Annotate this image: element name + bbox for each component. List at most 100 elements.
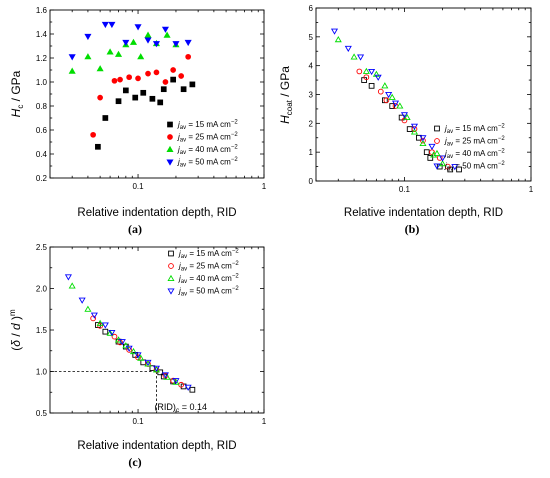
data-point <box>108 330 116 337</box>
data-point <box>172 378 180 385</box>
y-tick-label: 1.6 <box>36 6 48 15</box>
data-point <box>144 31 152 38</box>
y-axis-label: Hc / GPa <box>9 70 25 117</box>
legend-marker <box>433 163 441 170</box>
data-point <box>334 36 342 43</box>
data-point <box>368 68 376 76</box>
x-axis-label: Relative indentation depth, RID <box>77 440 236 452</box>
data-point <box>137 53 145 60</box>
chart-panel-a: 0.1 1 0.2 0.4 0.6 0.8 1.0 1.2 1.4 1.6 jav = 15 mA … <box>9 6 267 236</box>
data-point <box>96 65 104 72</box>
x-tick-label: 1 <box>262 417 267 426</box>
data-point <box>189 386 196 393</box>
y-axis-label: Hcoat / GPa <box>278 66 294 124</box>
data-point <box>178 73 185 79</box>
legend-marker <box>167 121 173 128</box>
panel-caption: (c) <box>128 455 141 469</box>
x-axis-label: Relative indentation depth, RID <box>77 207 236 219</box>
data-point <box>170 67 177 73</box>
y-tick-label: 1.2 <box>36 54 48 63</box>
data-point <box>84 53 92 60</box>
y-tick-label: 0.8 <box>36 102 48 111</box>
x-axis-label: Relative indentation depth, RID <box>344 207 503 219</box>
data-point <box>456 166 462 173</box>
data-point <box>406 126 413 132</box>
legend-marker <box>167 288 175 295</box>
series-1 <box>90 53 192 138</box>
y-tick-label: 5 <box>309 33 314 42</box>
data-point <box>170 76 177 83</box>
data-point <box>111 333 118 340</box>
data-point <box>172 41 180 48</box>
data-point <box>140 89 147 96</box>
data-point <box>106 329 114 336</box>
plot-frame <box>315 7 532 182</box>
legend-marker <box>167 134 173 140</box>
y-tick-label: 1.0 <box>36 78 48 87</box>
data-point <box>382 97 388 104</box>
legend-label: jav = 40 mA cm−2 <box>178 274 239 286</box>
data-point <box>160 86 167 93</box>
legend-marker <box>434 125 440 132</box>
y-tick-label: 0.5 <box>36 409 48 418</box>
data-point <box>68 282 76 289</box>
data-point <box>374 74 382 81</box>
x-tick-label: 0.1 <box>399 185 411 194</box>
legend-marker <box>167 274 175 281</box>
data-point <box>428 143 436 151</box>
data-point <box>144 37 152 44</box>
y-tick-label: 2.5 <box>36 243 48 252</box>
data-point <box>403 113 411 121</box>
data-point <box>411 126 418 132</box>
legend-label: jav = 15 mA cm−2 <box>177 120 238 132</box>
data-point <box>152 366 160 373</box>
data-point <box>129 347 138 355</box>
data-point <box>356 68 363 75</box>
data-point <box>126 347 133 353</box>
y-tick-label: 1.4 <box>36 30 48 39</box>
data-point <box>102 115 109 121</box>
data-point <box>420 137 426 144</box>
series-3 <box>330 28 459 171</box>
y-tick-label: 1 <box>309 148 314 157</box>
data-point <box>134 24 142 31</box>
data-point <box>423 149 430 156</box>
data-point <box>118 339 126 346</box>
annotation-rid-c: (RID)c = 0.14 <box>154 402 207 414</box>
data-point <box>111 77 118 84</box>
data-point <box>97 94 103 101</box>
panel-caption: (b) <box>405 222 420 236</box>
data-point <box>389 103 396 109</box>
series-2 <box>68 282 180 385</box>
data-point <box>444 163 451 170</box>
data-point <box>84 305 92 312</box>
legend-marker <box>433 149 441 156</box>
plot-frame <box>49 9 265 179</box>
legend-label: jav = 15 mA cm−2 <box>178 249 239 261</box>
data-point <box>162 79 169 85</box>
y-tick-label: 1.5 <box>36 326 48 335</box>
data-point <box>114 50 123 57</box>
data-point <box>122 342 130 349</box>
data-point <box>144 360 152 367</box>
data-point <box>381 82 389 89</box>
panel-caption: (a) <box>128 222 142 236</box>
y-tick-label: 2 <box>309 119 314 128</box>
data-point <box>122 87 129 94</box>
data-point <box>152 41 160 48</box>
data-point <box>419 135 427 142</box>
y-tick-label: 0.6 <box>36 126 48 135</box>
y-tick-label: 0.2 <box>36 174 48 183</box>
data-point <box>368 82 375 89</box>
data-point <box>189 81 196 88</box>
legend-label: jav = 15 mA cm−2 <box>444 124 505 136</box>
legend-label: jav = 40 mA cm−2 <box>444 149 505 161</box>
data-point <box>184 384 192 391</box>
data-point <box>410 123 419 130</box>
data-point <box>101 322 109 329</box>
y-tick-label: 0.4 <box>36 150 48 159</box>
data-point <box>129 38 138 45</box>
